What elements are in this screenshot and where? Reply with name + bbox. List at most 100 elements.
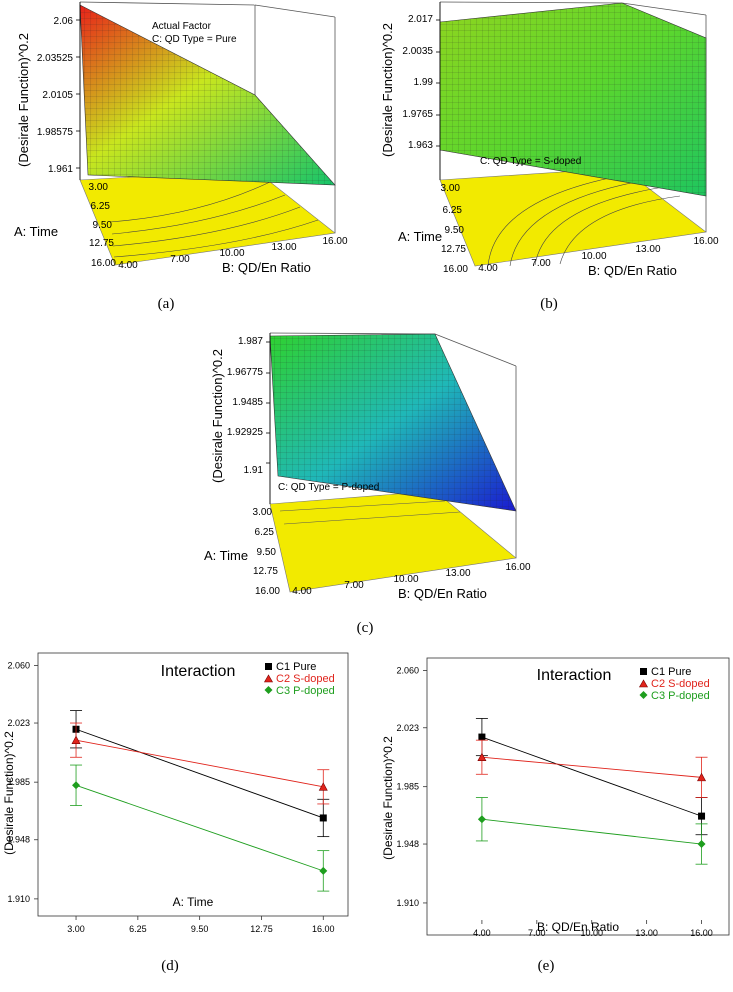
y-axis-label-b: A: Time [398,229,442,244]
z-axis-label-b: (Desirale Function)^0.2 [380,23,395,157]
legend-marker-d-1 [263,674,274,683]
data-point-e-1-1 [697,772,707,782]
caption-c: (c) [356,620,374,636]
z-tick-c-4: 1.91 [244,465,264,476]
legend-marker-e-0 [640,668,647,675]
data-point-d-0-1 [319,814,327,822]
x-tick-a-1: 7.00 [170,254,190,265]
caption-a: (a) [157,296,175,312]
x-tick-e-1: 7.00 [528,928,546,938]
surface-plot-c: 1.987 1.96775 1.9485 1.92925 1.91 (Desir… [204,332,531,601]
x-tick-e-3: 13.00 [635,928,658,938]
x-tick-a-4: 16.00 [322,236,347,247]
x-tick-c-4: 16.00 [505,562,530,573]
y-tick-d-0: 2.060 [7,660,30,670]
z-tick-a-0: 2.06 [54,16,74,27]
y-tick-a-0: 3.00 [89,182,109,193]
y-tick-d-1: 2.023 [7,718,30,728]
factor-label-a: C: QD Type = Pure [152,34,237,45]
interaction-plot-e: (Desirale Function)^0.2 Interaction B: Q… [381,657,730,938]
y-tick-b-3: 12.75 [441,244,466,255]
series-line-e-1 [481,756,702,778]
legend-marker-d-2 [264,686,273,694]
factor-label-c: C: QD Type = P-doped [278,482,379,493]
y-tick-c-0: 3.00 [253,507,273,518]
y-axis-label-d: (Desirale Function)^0.2 [2,731,16,855]
legend-label-e-0: C1 Pure [651,666,691,678]
x-tick-d-2: 9.50 [191,924,209,934]
legend-marker-e-1 [638,679,649,688]
z-tick-a-1: 2.03525 [37,53,74,64]
legend-marker-e-2 [639,691,648,699]
surface-plot-a: 2.06 2.03525 2.0105 1.98575 1.961 (Desir… [14,1,348,275]
y-tick-e-0: 2.060 [396,665,419,675]
z-tick-a-4: 1.961 [48,164,73,175]
z-tick-a-2: 2.0105 [42,90,73,101]
y-axis-label-a: A: Time [14,224,58,239]
caption-b: (b) [540,296,558,312]
x-tick-e-4: 16.00 [690,928,713,938]
y-tick-b-2: 9.50 [445,225,465,236]
data-point-e-0-0 [478,733,486,741]
x-tick-d-4: 16.00 [312,924,335,934]
y-tick-a-1: 6.25 [91,201,111,212]
y-axis-label-e: (Desirale Function)^0.2 [381,736,395,860]
y-tick-e-3: 1.948 [396,839,419,849]
y-tick-a-4: 16.00 [91,258,116,269]
x-axis-label-e: B: QD/En Ratio [537,920,619,934]
z-tick-b-1: 2.0035 [402,46,433,57]
x-axis-label-c: B: QD/En Ratio [398,586,487,601]
x-tick-a-0: 4.00 [118,260,138,271]
series-line-d-1 [75,739,324,788]
series-line-d-0 [75,728,324,819]
surface-plot-b: 2.017 2.0035 1.99 1.9765 1.963 (Desirale… [380,1,719,278]
y-tick-a-3: 12.75 [89,238,114,249]
z-tick-c-2: 1.9485 [232,397,263,408]
z-tick-b-0: 2.017 [408,14,433,25]
z-axis-label-c: (Desirale Function)^0.2 [210,349,225,483]
x-tick-b-1: 7.00 [531,258,551,269]
chart-title-e: Interaction [537,667,612,684]
data-point-e-2-0 [477,815,486,824]
y-tick-a-2: 9.50 [93,220,113,231]
data-point-d-1-1 [318,782,328,791]
factor-label-b: C: QD Type = S-doped [480,156,581,167]
y-tick-d-3: 1.948 [7,835,30,845]
legend-label-e-2: C3 P-doped [651,690,710,702]
x-tick-a-2: 10.00 [219,248,244,259]
factor-title-a: Actual Factor [152,21,212,32]
data-point-e-2-1 [697,840,706,849]
x-tick-c-1: 7.00 [344,580,364,591]
z-tick-c-3: 1.92925 [227,427,264,438]
data-point-d-2-0 [72,781,81,790]
series-line-e-0 [481,736,702,817]
legend-label-d-1: C2 S-doped [276,673,335,685]
y-tick-e-1: 2.023 [396,723,419,733]
z-tick-c-0: 1.987 [238,336,263,347]
y-tick-e-4: 1.910 [396,898,419,908]
data-point-d-2-1 [319,866,328,875]
legend-label-e-1: C2 S-doped [651,678,710,690]
x-tick-b-3: 13.00 [635,244,660,255]
y-tick-c-4: 16.00 [255,586,280,597]
interaction-plot-d: (Desirale Function)^0.2 Interaction A: T… [2,652,349,934]
x-tick-c-2: 10.00 [393,574,418,585]
x-tick-e-2: 10.00 [580,928,603,938]
y-tick-c-2: 9.50 [257,547,277,558]
x-tick-e-0: 4.00 [473,928,491,938]
z-tick-b-2: 1.99 [414,77,434,88]
y-tick-b-1: 6.25 [443,205,463,216]
y-tick-c-1: 6.25 [255,527,275,538]
y-tick-d-2: 1.985 [7,777,30,787]
x-axis-label-a: B: QD/En Ratio [222,260,311,275]
z-tick-b-3: 1.9765 [402,109,433,120]
x-tick-b-2: 10.00 [581,251,606,262]
x-tick-c-0: 4.00 [292,586,312,597]
data-point-d-1-0 [71,735,81,744]
x-tick-d-0: 3.00 [67,924,85,934]
legend-label-d-2: C3 P-doped [276,685,335,697]
z-tick-c-1: 1.96775 [227,367,264,378]
series-line-d-2 [75,784,324,872]
z-axis-label-a: (Desirale Function)^0.2 [16,33,31,167]
data-point-e-1-0 [477,752,487,762]
